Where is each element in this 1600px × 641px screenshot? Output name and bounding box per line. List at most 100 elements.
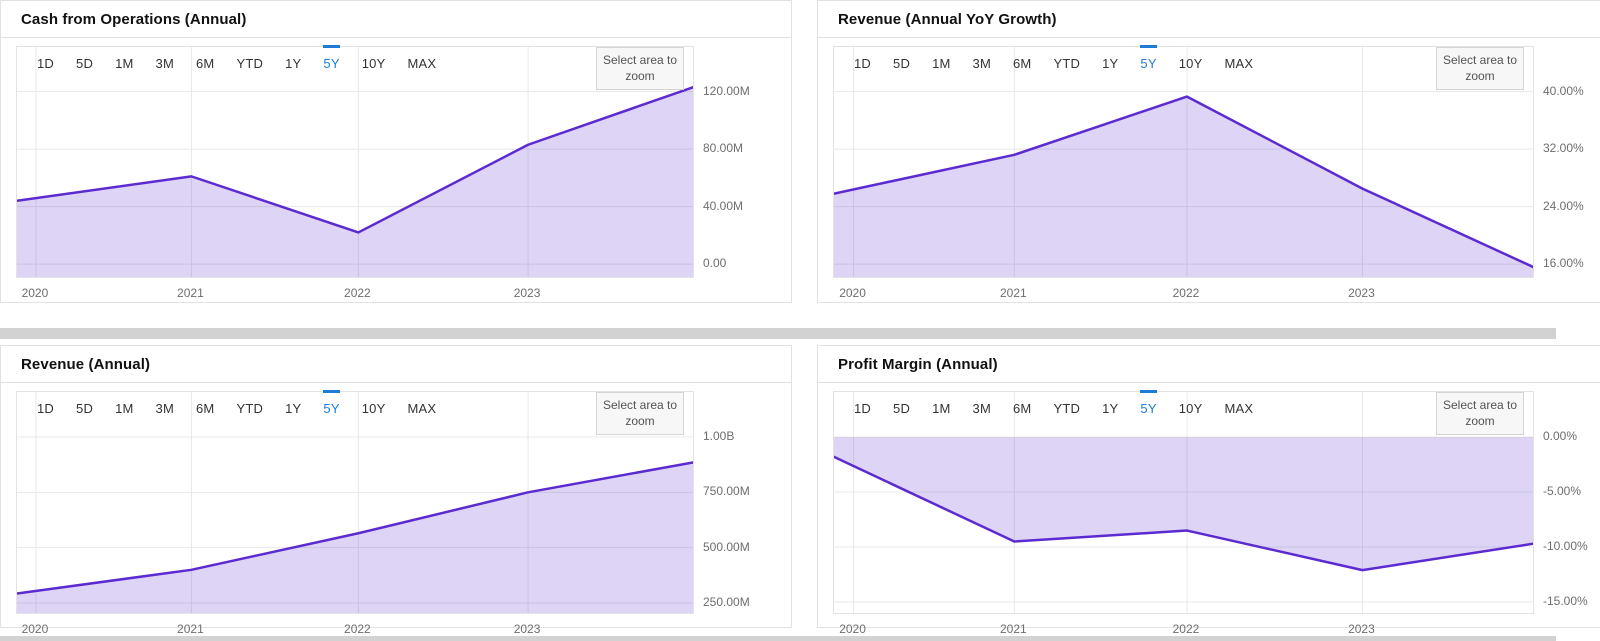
range-button-1d[interactable]: 1D (854, 390, 871, 422)
y-axis-tick-label: 40.00M (703, 198, 744, 213)
y-axis-tick-label: -10.00% (1543, 539, 1588, 554)
y-axis-tick-label: 0.00% (1543, 429, 1578, 444)
select-area-to-zoom-button[interactable]: Select area to zoom (1436, 47, 1524, 90)
range-button-6m[interactable]: 6M (1013, 45, 1031, 77)
range-button-1m[interactable]: 1M (932, 45, 950, 77)
plot-area[interactable] (833, 46, 1534, 278)
chart-region: 1D 5D 1M 3M 6M YTD 1Y 5Y 10Y MAX Select area to z… (818, 38, 1600, 302)
plot-area[interactable] (16, 391, 694, 614)
series-line (834, 455, 1533, 572)
range-toolbar: 1D 5D 1M 3M 6M YTD 1Y 5Y 10Y MAX (843, 45, 1264, 77)
range-button-3m[interactable]: 3M (156, 45, 174, 77)
range-button-5y[interactable]: 5Y (1140, 390, 1157, 422)
x-axis-tick-label: 2021 (177, 622, 204, 636)
range-button-max[interactable]: MAX (407, 45, 436, 77)
chart-title: Revenue (Annual YoY Growth) (838, 10, 1057, 28)
range-button-6m[interactable]: 6M (196, 45, 214, 77)
range-button-ytd[interactable]: YTD (236, 45, 263, 77)
x-axis-tick-label: 2020 (21, 286, 49, 300)
chart-plot-canvas[interactable] (17, 392, 693, 613)
range-button-1y[interactable]: 1Y (1102, 45, 1118, 77)
range-button-1y[interactable]: 1Y (1102, 390, 1118, 422)
x-axis-tick-label: 2021 (177, 286, 204, 300)
range-toolbar: 1D 5D 1M 3M 6M YTD 1Y 5Y 10Y MAX (26, 45, 447, 77)
range-button-max[interactable]: MAX (1224, 390, 1253, 422)
range-button-1m[interactable]: 1M (115, 390, 133, 422)
bottom-divider-bar (0, 636, 1556, 641)
x-axis-tick-label: 2022 (344, 622, 371, 636)
range-toolbar: 1D 5D 1M 3M 6M YTD 1Y 5Y 10Y MAX (843, 390, 1264, 422)
y-axis-tick-label: 24.00% (1543, 198, 1584, 213)
chart-plot-canvas[interactable] (17, 47, 693, 277)
select-area-to-zoom-button[interactable]: Select area to zoom (596, 392, 684, 435)
y-axis-tick-label: -5.00% (1543, 484, 1582, 499)
range-button-1y[interactable]: 1Y (285, 45, 301, 77)
chart-region: 1D 5D 1M 3M 6M YTD 1Y 5Y 10Y MAX Select area to z… (1, 383, 791, 636)
series-area-fill (17, 462, 693, 613)
chart-panel-profit-margin: Profit Margin (Annual) 1D 5D 1M 3M 6M YTD 1Y 5Y… (817, 345, 1600, 636)
range-button-10y[interactable]: 10Y (362, 45, 386, 77)
chart-title-bar: Revenue (Annual YoY Growth) (818, 1, 1600, 38)
range-button-3m[interactable]: 3M (156, 390, 174, 422)
y-axis-tick-label: 1.00B (703, 428, 735, 443)
range-button-ytd[interactable]: YTD (1053, 390, 1080, 422)
chart-panel-cash-from-operations: Cash from Operations (Annual) 1D 5D 1M 3M 6M… (0, 0, 792, 303)
plot-area[interactable] (16, 46, 694, 278)
chart-title: Revenue (Annual) (21, 355, 151, 373)
series-line (17, 461, 693, 595)
select-area-to-zoom-button[interactable]: Select area to zoom (1436, 392, 1524, 435)
y-axis-tick-label: 120.00M (703, 83, 750, 98)
range-button-1m[interactable]: 1M (932, 390, 950, 422)
range-button-1m[interactable]: 1M (115, 45, 133, 77)
chart-title-bar: Profit Margin (Annual) (818, 346, 1600, 383)
x-axis-tick-label: 2021 (999, 622, 1027, 636)
chart-plot-canvas[interactable] (834, 392, 1533, 613)
chart-panel-revenue: Revenue (Annual) 1D 5D 1M 3M 6M YTD 1Y 5Y 10Y MAX… (0, 345, 792, 636)
y-axis-tick-label: 500.00M (703, 539, 750, 554)
range-button-3m[interactable]: 3M (973, 45, 991, 77)
series-line (17, 86, 693, 234)
range-button-5y[interactable]: 5Y (323, 390, 340, 422)
plot-area[interactable] (833, 391, 1534, 614)
chart-title: Profit Margin (Annual) (838, 355, 998, 373)
range-button-max[interactable]: MAX (407, 390, 436, 422)
x-axis-tick-label: 2023 (513, 622, 541, 636)
range-toolbar: 1D 5D 1M 3M 6M YTD 1Y 5Y 10Y MAX (26, 390, 447, 422)
x-axis-tick-label: 2020 (839, 622, 866, 636)
range-button-1d[interactable]: 1D (37, 390, 54, 422)
chart-region: 1D 5D 1M 3M 6M YTD 1Y 5Y 10Y MAX Select area to z… (818, 383, 1600, 636)
range-button-5y[interactable]: 5Y (323, 45, 340, 77)
range-button-1d[interactable]: 1D (854, 45, 871, 77)
select-area-to-zoom-button[interactable]: Select area to zoom (596, 47, 684, 90)
range-button-max[interactable]: MAX (1224, 45, 1253, 77)
range-button-10y[interactable]: 10Y (362, 390, 386, 422)
range-button-ytd[interactable]: YTD (236, 390, 263, 422)
y-axis-tick-label: 750.00M (703, 484, 750, 499)
range-button-ytd[interactable]: YTD (1053, 45, 1080, 77)
range-button-10y[interactable]: 10Y (1179, 390, 1203, 422)
chart-title-bar: Cash from Operations (Annual) (1, 1, 791, 38)
y-axis-tick-label: 0.00 (703, 256, 727, 271)
range-button-5d[interactable]: 5D (893, 390, 910, 422)
y-axis-tick-label: 32.00% (1543, 141, 1584, 156)
chart-panel-revenue-yoy-growth: Revenue (Annual YoY Growth) 1D 5D 1M 3M 6M YT… (817, 0, 1600, 303)
range-button-5d[interactable]: 5D (893, 45, 910, 77)
range-button-6m[interactable]: 6M (1013, 390, 1031, 422)
x-axis-tick-label: 2023 (1348, 622, 1375, 636)
y-axis-tick-label: 80.00M (703, 141, 744, 156)
range-button-5d[interactable]: 5D (76, 390, 93, 422)
range-button-6m[interactable]: 6M (196, 390, 214, 422)
series-area-fill (834, 96, 1533, 277)
chart-plot-canvas[interactable] (834, 47, 1533, 277)
row-divider-bar (0, 328, 1556, 339)
range-button-5y[interactable]: 5Y (1140, 45, 1157, 77)
y-axis-tick-label: 40.00% (1543, 83, 1584, 98)
range-button-1d[interactable]: 1D (37, 45, 54, 77)
range-button-1y[interactable]: 1Y (285, 390, 301, 422)
range-button-5d[interactable]: 5D (76, 45, 93, 77)
x-axis-tick-label: 2021 (999, 286, 1027, 300)
x-axis-tick-label: 2023 (1348, 286, 1375, 300)
range-button-3m[interactable]: 3M (973, 390, 991, 422)
x-axis-tick-label: 2022 (344, 286, 371, 300)
range-button-10y[interactable]: 10Y (1179, 45, 1203, 77)
